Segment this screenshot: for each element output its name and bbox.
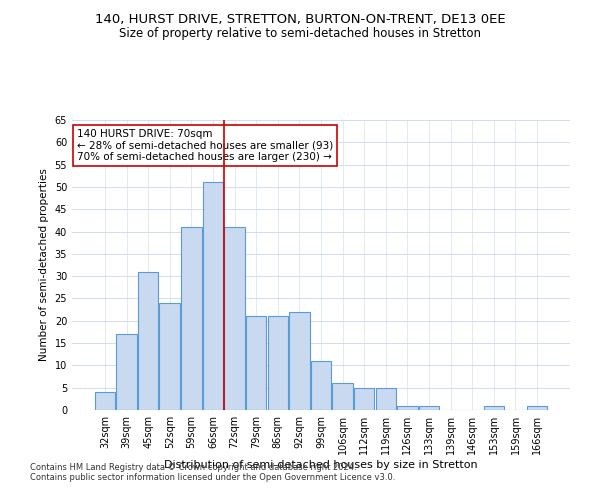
Text: 140 HURST DRIVE: 70sqm
← 28% of semi-detached houses are smaller (93)
70% of sem: 140 HURST DRIVE: 70sqm ← 28% of semi-det… <box>77 128 333 162</box>
Bar <box>397 406 418 410</box>
Bar <box>116 334 137 410</box>
Bar <box>95 392 115 410</box>
Bar <box>354 388 374 410</box>
Bar <box>246 316 266 410</box>
Bar <box>181 227 202 410</box>
Text: Size of property relative to semi-detached houses in Stretton: Size of property relative to semi-detach… <box>119 28 481 40</box>
Bar <box>203 182 223 410</box>
Text: Contains public sector information licensed under the Open Government Licence v3: Contains public sector information licen… <box>30 474 395 482</box>
Bar <box>289 312 310 410</box>
Bar <box>160 303 180 410</box>
Bar <box>332 383 353 410</box>
Bar <box>268 316 288 410</box>
Bar <box>311 361 331 410</box>
Bar <box>138 272 158 410</box>
Text: Contains HM Land Registry data © Crown copyright and database right 2024.: Contains HM Land Registry data © Crown c… <box>30 464 356 472</box>
Bar <box>376 388 396 410</box>
X-axis label: Distribution of semi-detached houses by size in Stretton: Distribution of semi-detached houses by … <box>164 460 478 469</box>
Bar <box>484 406 504 410</box>
Text: 140, HURST DRIVE, STRETTON, BURTON-ON-TRENT, DE13 0EE: 140, HURST DRIVE, STRETTON, BURTON-ON-TR… <box>95 12 505 26</box>
Bar <box>224 227 245 410</box>
Bar <box>527 406 547 410</box>
Y-axis label: Number of semi-detached properties: Number of semi-detached properties <box>39 168 49 362</box>
Bar <box>419 406 439 410</box>
